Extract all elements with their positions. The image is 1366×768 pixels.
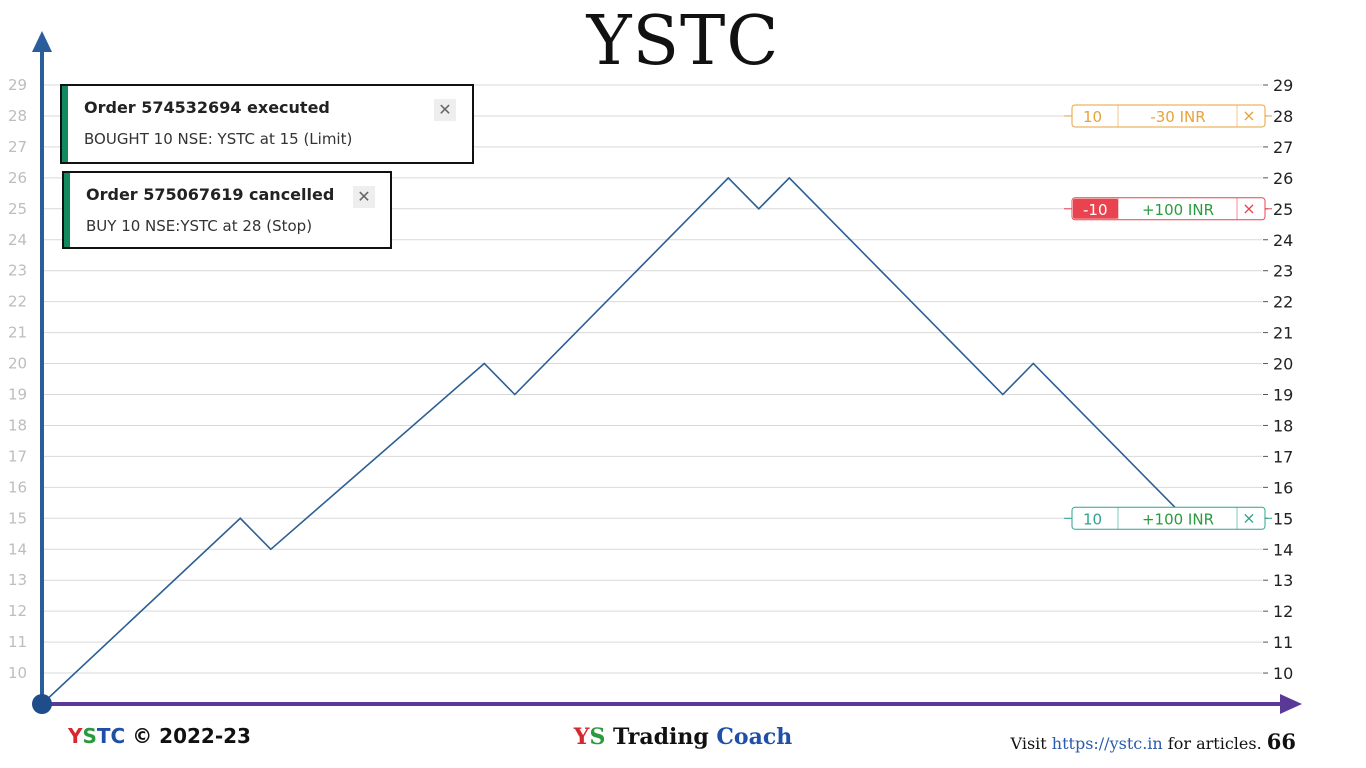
order-tag-box [1071,104,1266,128]
y-tick-label: 16 [1273,478,1293,497]
brand-text: Coach [716,724,793,750]
brand-letter: T [96,724,111,748]
y-tick-label: 15 [8,509,27,527]
toast-body: BUY 10 NSE:YSTC at 28 (Stop) [86,217,313,235]
toast-accent-bar [64,173,70,247]
origin-dot [32,694,52,714]
y-tick-label: 29 [8,76,27,94]
y-tick-label: 19 [1273,386,1293,405]
toast-title: Order 575067619 cancelled [86,185,335,204]
site-link[interactable]: https://ystc.in [1051,734,1163,753]
order-tag-close-icon[interactable]: × [1242,508,1255,527]
y-tick-label: 22 [1273,293,1293,312]
y-tick-label: 15 [1273,509,1293,528]
y-axis-arrow-icon [32,31,52,52]
y-tick-label: 11 [8,633,27,651]
y-tick-label: 10 [1273,664,1293,683]
order-tag-qty: -10 [1083,201,1108,219]
y-tick-label: 21 [8,324,27,342]
y-tick-label: 13 [8,571,27,589]
y-tick-label: 17 [8,447,27,465]
page-number: 66 [1266,729,1296,754]
footer-visit: Visit https://ystc.in for articles. 66 [1011,729,1296,754]
brand-letter: Y [68,724,83,748]
order-tag-qty-bg [1073,508,1118,529]
order-tag-qty: 10 [1083,108,1102,126]
brand-letter: C [110,724,126,748]
order-tags: 10 -30 INR × -10 +100 INR × 10 +100 INR × [1064,104,1272,530]
footer-copyright: YSTC © 2022-23 [68,724,251,748]
toast-body: BOUGHT 10 NSE: YSTC at 15 (Limit) [84,130,353,148]
order-tag-box [1071,197,1266,221]
brand-text: Trading [605,724,717,750]
y-axis-labels-left: 10 11 12 13 14 15 16 17 18 19 20 21 22 23 24 25 26 27 28 29 [8,76,27,682]
copyright-text: © 2022-23 [125,724,251,748]
y-tick-label: 20 [1273,355,1293,374]
y-tick-label: 19 [8,386,27,404]
y-tick-label: 28 [8,107,27,125]
y-axis-labels-right: 10 11 12 13 14 15 16 17 18 19 20 21 22 23 24 25 26 27 28 29 [1263,76,1293,683]
x-axis-arrow-icon [1280,694,1302,714]
y-tick-label: 26 [8,169,27,187]
y-tick-label: 24 [8,231,27,249]
y-tick-label: 22 [8,293,27,311]
y-tick-label: 21 [1273,324,1293,343]
close-icon[interactable]: ✕ [353,186,375,208]
grid-lines [42,84,1262,674]
y-tick-label: 28 [1273,107,1293,126]
y-tick-label: 23 [8,262,27,280]
visit-suffix: for articles. [1162,734,1267,753]
order-executed-toast[interactable]: Order 574532694 executed BOUGHT 10 NSE: … [60,84,474,164]
y-tick-label: 18 [1273,416,1293,435]
order-cancelled-toast[interactable]: Order 575067619 cancelled BUY 10 NSE:YST… [62,171,392,249]
brand-letter: S [82,724,97,748]
y-tick-label: 14 [8,540,27,558]
y-tick-label: 18 [8,416,27,434]
y-tick-label: 24 [1273,231,1293,250]
y-tick-label: 27 [8,138,27,156]
order-tag-pnl: -30 INR [1150,108,1205,126]
order-tag-qty: 10 [1083,510,1102,528]
order-tag-close-icon[interactable]: × [1242,199,1255,218]
toast-accent-bar [62,86,68,162]
y-tick-label: 11 [1273,633,1293,652]
y-tick-label: 12 [8,602,27,620]
y-tick-label: 23 [1273,262,1293,281]
order-tag-box [1071,506,1266,530]
y-tick-label: 25 [1273,200,1293,219]
order-tag-pnl: +100 INR [1142,510,1214,528]
price-line [41,176,1187,705]
y-tick-label: 20 [8,355,27,373]
price-series [41,176,1187,705]
y-tick-label: 10 [8,664,27,682]
y-tick-label: 29 [1273,76,1293,95]
brand-letter: Y [573,724,590,750]
toast-title: Order 574532694 executed [84,98,330,117]
order-tag-close-icon[interactable]: × [1242,106,1255,125]
chart-title: YSTC [586,2,780,81]
axes [32,31,1302,714]
order-tag-qty-bg [1073,105,1118,126]
y-tick-label: 13 [1273,571,1293,590]
order-tag-pnl: +100 INR [1142,201,1214,219]
y-tick-label: 16 [8,478,27,496]
y-tick-label: 26 [1273,169,1293,188]
y-tick-label: 12 [1273,602,1293,621]
close-icon[interactable]: ✕ [434,99,456,121]
brand-letter: S [589,724,606,750]
y-tick-label: 25 [8,200,27,218]
y-tick-label: 17 [1273,447,1293,466]
order-tag-qty-bg [1073,198,1118,219]
visit-prefix: Visit [1010,734,1052,753]
footer-brand: YS Trading Coach [0,724,1366,750]
y-tick-label: 27 [1273,138,1293,157]
y-tick-label: 14 [1273,540,1293,559]
